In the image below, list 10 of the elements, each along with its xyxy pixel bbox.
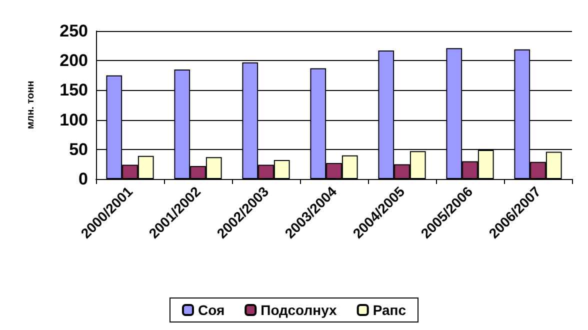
legend-label: Соя: [198, 302, 225, 318]
y-tick-label: 250: [60, 22, 88, 40]
legend-label: Рапс: [372, 302, 406, 318]
y-tick-label: 200: [60, 51, 88, 70]
y-tick-label: 0: [78, 170, 88, 188]
legend-label: Подсолнух: [260, 302, 338, 318]
y-tick-label: 100: [60, 110, 88, 130]
y-axis-title: млн. тонн: [26, 80, 36, 130]
y-tick-label: 150: [60, 80, 88, 100]
y-tick-label: 50: [69, 140, 88, 159]
